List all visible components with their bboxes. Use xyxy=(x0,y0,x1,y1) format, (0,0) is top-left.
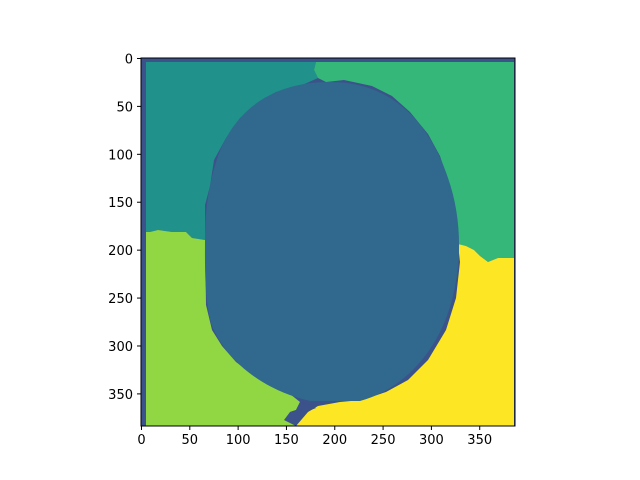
x-axis-ticks: 0 50 100 150 200 250 300 350 xyxy=(137,426,492,448)
y-axis-ticks: 0 50 100 150 200 250 300 350 xyxy=(108,52,141,403)
x-tick-label: 150 xyxy=(274,433,299,448)
segment-bottom-left xyxy=(146,230,300,426)
y-tick-label: 0 xyxy=(125,52,133,67)
y-tick-label: 300 xyxy=(108,340,133,355)
x-tick-label: 300 xyxy=(419,433,444,448)
x-tick-label: 50 xyxy=(182,433,199,448)
heatmap-image xyxy=(141,58,515,426)
y-tick-label: 350 xyxy=(108,388,133,403)
segment-central-oval xyxy=(204,82,460,401)
segment-top-right xyxy=(314,62,514,262)
y-tick-label: 200 xyxy=(108,244,133,259)
plot-frame xyxy=(140,57,516,427)
y-tick-label: 250 xyxy=(108,292,133,307)
y-tick-label: 50 xyxy=(116,100,133,115)
x-tick-label: 200 xyxy=(322,433,347,448)
segment-bottom-right xyxy=(296,244,514,426)
x-tick-label: 0 xyxy=(137,433,145,448)
segment-top-left xyxy=(146,62,318,240)
x-tick-label: 250 xyxy=(371,433,396,448)
y-tick-label: 150 xyxy=(108,196,133,211)
x-tick-label: 100 xyxy=(226,433,251,448)
segment-bottom-notch xyxy=(290,402,316,418)
x-tick-label: 350 xyxy=(467,433,492,448)
y-tick-label: 100 xyxy=(108,148,133,163)
